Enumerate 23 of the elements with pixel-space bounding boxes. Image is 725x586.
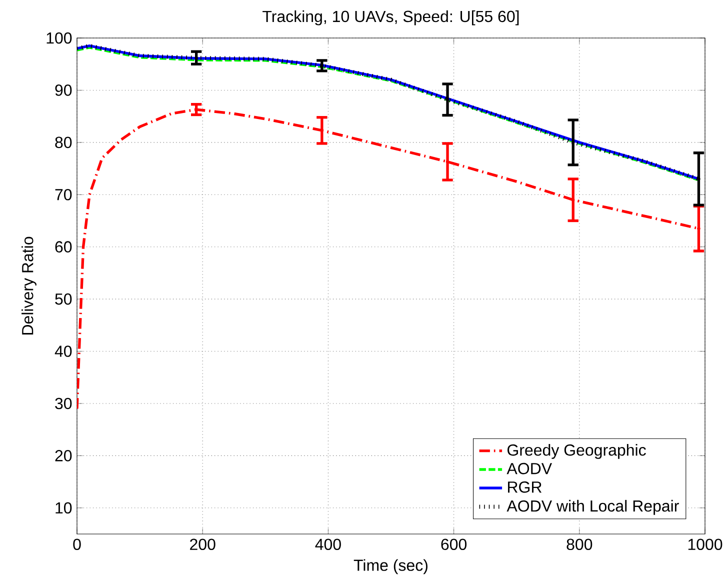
x-tick-label: 400 xyxy=(315,538,341,550)
x-tick-label: 600 xyxy=(441,538,467,550)
chart-title: Tracking, 10 UAVs, Speed: U[55 60] xyxy=(262,10,519,26)
y-tick-label: 60 xyxy=(55,241,72,252)
x-tick-label: 200 xyxy=(190,538,216,550)
y-tick-label: 30 xyxy=(55,398,72,410)
y-tick-label: 80 xyxy=(55,136,72,148)
x-tick-label: 0 xyxy=(73,538,81,550)
x-tick-label: 1000 xyxy=(688,538,722,550)
y-tick-label: 100 xyxy=(46,32,72,44)
x-tick-label: 800 xyxy=(566,538,592,550)
y-tick-label: 50 xyxy=(55,293,72,305)
y-tick-label: 40 xyxy=(54,346,72,357)
legend-label: RGR xyxy=(508,481,542,493)
y-tick-label: 90 xyxy=(55,84,72,96)
x-axis-title: Time (sec) xyxy=(354,559,428,574)
y-tick-label: 20 xyxy=(55,450,72,462)
y-axis-title: Delivery Ratio xyxy=(22,236,36,334)
y-tick-label: 70 xyxy=(55,188,72,200)
legend-label: Greedy Geographic xyxy=(508,444,646,459)
legend-label: AODV with Local Repair xyxy=(506,500,679,515)
y-tick-label: 10 xyxy=(56,502,72,514)
legend-label: AODV xyxy=(506,462,552,474)
